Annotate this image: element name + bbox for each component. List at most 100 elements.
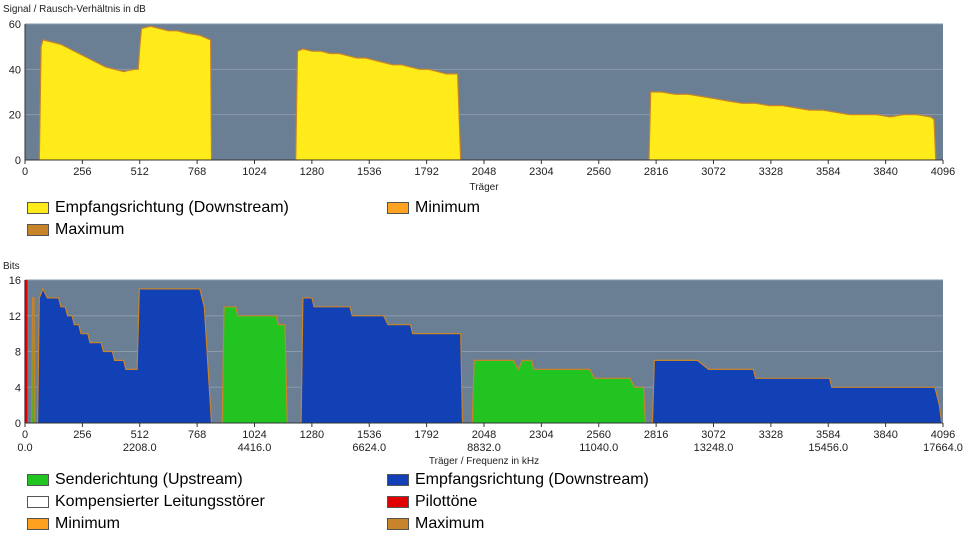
- legend-swatch: [27, 202, 49, 214]
- legend-label: Empfangsrichtung (Downstream): [415, 471, 649, 488]
- series-area-downstream: [301, 297, 463, 423]
- x-tick-khz-label: 4416.0: [238, 442, 272, 454]
- maximum-line: [295, 48, 462, 161]
- maximum-line: [38, 25, 213, 161]
- x-tick-label: 1024: [242, 429, 266, 441]
- y-tick-label: 0: [15, 155, 21, 167]
- x-tick-label: 1280: [300, 166, 324, 178]
- series-area-downstream: [37, 288, 212, 423]
- x-tick-label: 3840: [873, 429, 897, 441]
- y-tick-label: 60: [9, 19, 21, 31]
- x-tick-label: 256: [73, 166, 91, 178]
- x-tick-label: 1280: [300, 429, 324, 441]
- legend-swatch: [27, 496, 49, 508]
- x-tick-label: 3584: [816, 429, 840, 441]
- legend-label: Senderichtung (Upstream): [55, 471, 243, 488]
- legend-item: Minimum: [27, 514, 120, 534]
- x-tick-label: 0: [22, 429, 28, 441]
- legend-label: Minimum: [415, 199, 480, 216]
- legend-swatch: [387, 474, 409, 486]
- x-tick-khz-label: 15456.0: [808, 442, 848, 454]
- legend-item: Maximum: [387, 514, 484, 534]
- x-tick-label: 4096: [931, 166, 955, 178]
- maximum-line: [651, 359, 943, 424]
- legend-item: Pilottöne: [387, 492, 477, 512]
- x-tick-label: 2816: [644, 166, 668, 178]
- series-area-snr_fill: [295, 48, 461, 160]
- x-tick-label: 4096: [931, 429, 955, 441]
- x-tick-label: 2304: [529, 166, 553, 178]
- x-axis-label: Träger / Frequenz in kHz: [429, 456, 539, 467]
- x-tick-label: 2560: [587, 166, 611, 178]
- x-tick-label: 2560: [587, 429, 611, 441]
- x-tick-label: 0: [22, 166, 28, 178]
- legend-swatch: [27, 474, 49, 486]
- x-tick-label: 1024: [242, 166, 266, 178]
- x-tick-khz-label: 2208.0: [123, 442, 157, 454]
- x-tick-label: 512: [131, 429, 149, 441]
- legend-swatch: [387, 518, 409, 530]
- legend-label: Empfangsrichtung (Downstream): [55, 199, 289, 216]
- chart-title: Bits: [3, 261, 20, 272]
- maximum-line: [300, 297, 464, 424]
- maximum-line: [648, 91, 937, 161]
- legend-label: Pilottöne: [415, 493, 478, 510]
- legend-item: Kompensierter Leitungsstörer: [27, 492, 265, 512]
- chart-title: Signal / Rausch-Verhältnis in dB: [3, 4, 146, 15]
- maximum-line: [37, 287, 213, 424]
- x-tick-label: 1536: [357, 166, 381, 178]
- y-tick-label: 40: [9, 64, 21, 76]
- legend-swatch: [387, 496, 409, 508]
- legend-swatch: [387, 202, 409, 214]
- x-tick-label: 3328: [759, 429, 783, 441]
- x-tick-khz-label: 0.0: [17, 442, 32, 454]
- y-tick-label: 16: [9, 275, 21, 287]
- x-tick-label: 1536: [357, 429, 381, 441]
- legend-label: Maximum: [55, 221, 125, 238]
- x-tick-label: 768: [188, 166, 206, 178]
- x-axis-label: Träger: [469, 182, 499, 193]
- legend-item: Maximum: [27, 220, 124, 240]
- x-tick-label: 768: [188, 429, 206, 441]
- legend-item: Empfangsrichtung (Downstream): [387, 470, 649, 490]
- y-tick-label: 4: [15, 382, 21, 394]
- legend-item: Senderichtung (Upstream): [27, 470, 243, 490]
- x-tick-label: 3840: [873, 166, 897, 178]
- x-tick-label: 3072: [701, 166, 725, 178]
- x-tick-label: 1792: [414, 166, 438, 178]
- series-area-upstream: [222, 306, 288, 423]
- x-tick-khz-label: 6624.0: [352, 442, 386, 454]
- series-area-snr_fill: [649, 92, 936, 160]
- x-tick-label: 1792: [414, 429, 438, 441]
- series-area-downstream: [652, 360, 942, 423]
- x-tick-label: 3328: [759, 166, 783, 178]
- legend-swatch: [27, 518, 49, 530]
- y-tick-label: 12: [9, 311, 21, 323]
- x-tick-khz-label: 17664.0: [923, 442, 963, 454]
- pilot-tone-bar: [24, 280, 28, 423]
- x-tick-label: 2048: [472, 166, 496, 178]
- maximum-line: [471, 359, 646, 424]
- x-tick-label: 512: [131, 166, 149, 178]
- x-tick-label: 3584: [816, 166, 840, 178]
- legend-item: Empfangsrichtung (Downstream): [27, 198, 289, 218]
- x-tick-khz-label: 11040.0: [579, 442, 618, 454]
- series-area-upstream: [472, 360, 646, 423]
- x-tick-khz-label: 13248.0: [694, 442, 734, 454]
- x-tick-label: 2048: [472, 429, 496, 441]
- maximum-line: [221, 306, 288, 424]
- legend-swatch: [27, 224, 49, 236]
- x-tick-label: 256: [73, 429, 91, 441]
- x-tick-khz-label: 8832.0: [467, 442, 501, 454]
- x-tick-label: 2304: [529, 429, 553, 441]
- y-tick-label: 8: [15, 347, 21, 359]
- legend-label: Maximum: [415, 515, 485, 532]
- legend-label: Kompensierter Leitungsstörer: [55, 493, 265, 510]
- legend-label: Minimum: [55, 515, 120, 532]
- y-tick-label: 0: [15, 418, 21, 430]
- y-tick-label: 20: [9, 110, 21, 122]
- maximum-line: [31, 297, 36, 424]
- x-tick-label: 2816: [644, 429, 668, 441]
- legend-item: Minimum: [387, 198, 480, 218]
